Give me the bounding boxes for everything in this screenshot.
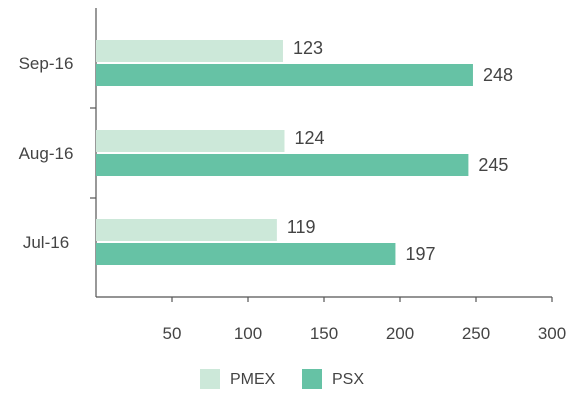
data-label-psx: 197 <box>405 244 435 264</box>
x-tick-label: 50 <box>163 324 182 343</box>
x-tick-label: 250 <box>462 324 490 343</box>
legend-swatch-pmex <box>200 369 220 389</box>
y-tick-label: Aug-16 <box>19 144 74 163</box>
bar-pmex-sep-16 <box>96 40 283 62</box>
data-label-psx: 245 <box>478 155 508 175</box>
data-label-pmex: 123 <box>293 38 323 58</box>
y-tick-label: Sep-16 <box>19 54 74 73</box>
x-tick-label: 100 <box>234 324 262 343</box>
x-tick-label: 150 <box>310 324 338 343</box>
data-label-pmex: 124 <box>294 128 324 148</box>
bar-pmex-jul-16 <box>96 219 277 241</box>
legend-swatch-psx <box>302 369 322 389</box>
x-tick-label: 200 <box>386 324 414 343</box>
bar-psx-jul-16 <box>96 243 396 265</box>
legend-label-pmex: PMEX <box>230 371 276 388</box>
y-tick-label: Jul-16 <box>23 233 69 252</box>
bar-psx-sep-16 <box>96 64 473 86</box>
x-tick-label: 300 <box>538 324 566 343</box>
data-label-psx: 248 <box>483 65 513 85</box>
legend-label-psx: PSX <box>332 371 364 388</box>
bar-pmex-aug-16 <box>96 130 285 152</box>
data-label-pmex: 119 <box>287 217 316 237</box>
bar-psx-aug-16 <box>96 154 469 176</box>
